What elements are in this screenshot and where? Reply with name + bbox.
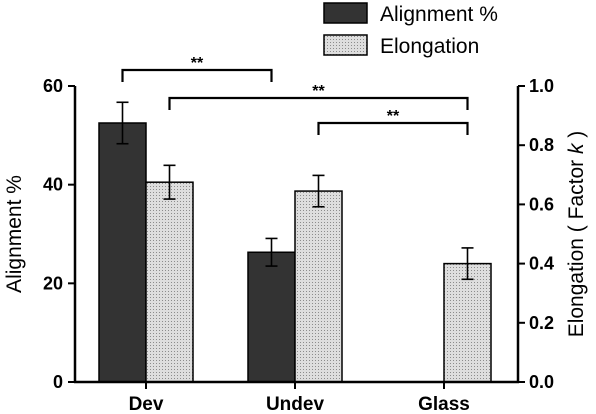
y2-axis-title-suffix: ) — [565, 131, 588, 144]
error-bar-undev-alignment — [265, 237, 278, 267]
left-tick-label-20: 20 — [43, 273, 63, 293]
right-axis-ticks: 0.0 0.2 0.4 0.6 0.8 1.0 — [518, 76, 554, 392]
right-tick-label-0.6: 0.6 — [529, 194, 554, 214]
right-tick-label-0.0: 0.0 — [529, 372, 554, 392]
error-bar-undev-elongation — [312, 174, 325, 208]
bar-glass-elongation — [443, 262, 492, 383]
bar-undev-elongation — [294, 190, 343, 383]
left-tick-label-40: 40 — [43, 175, 63, 195]
left-axis-ticks: 0 20 40 60 — [43, 76, 75, 392]
error-bar-dev-elongation — [163, 164, 176, 200]
significance-label-1: ** — [191, 55, 204, 72]
legend-label-alignment: Alignment % — [380, 3, 498, 26]
bars — [98, 122, 492, 383]
left-tick-label-60: 60 — [43, 76, 63, 96]
significance-bracket-3: ** — [317, 108, 469, 135]
y2-axis-title-prefix: Elongation ( Factor — [565, 154, 588, 337]
significance-label-3: ** — [387, 108, 400, 125]
significance-label-2: ** — [312, 83, 325, 100]
right-tick-label-0.2: 0.2 — [529, 313, 554, 333]
significance-bracket-1: ** — [121, 55, 273, 82]
y-axis-title: Alignment % — [3, 175, 26, 293]
bar-dev-alignment — [98, 122, 147, 383]
error-bar-dev-alignment — [116, 101, 129, 145]
category-label-dev: Dev — [129, 394, 164, 414]
legend-label-elongation: Elongation — [380, 35, 479, 58]
category-label-glass: Glass — [418, 394, 470, 414]
y2-axis-title: Elongation ( Factor k ) — [565, 131, 588, 338]
left-tick-label-0: 0 — [53, 372, 63, 392]
y2-axis-title-var: k — [565, 142, 588, 154]
legend: Alignment % Elongation — [323, 2, 498, 58]
legend-swatch-elongation — [323, 34, 368, 56]
right-tick-label-0.8: 0.8 — [529, 135, 554, 155]
right-tick-label-1.0: 1.0 — [529, 76, 554, 96]
legend-swatch-alignment — [323, 2, 368, 24]
error-bar-glass-elongation — [461, 247, 474, 281]
error-bars — [116, 101, 474, 281]
bar-undev-alignment — [247, 251, 296, 383]
bar-dev-elongation — [145, 181, 194, 383]
significance-bracket-2: ** — [168, 83, 469, 110]
category-labels: Dev Undev Glass — [129, 382, 470, 414]
right-tick-label-0.4: 0.4 — [529, 254, 554, 274]
category-label-undev: Undev — [266, 394, 325, 414]
significance-brackets: ** ** ** — [121, 55, 469, 135]
